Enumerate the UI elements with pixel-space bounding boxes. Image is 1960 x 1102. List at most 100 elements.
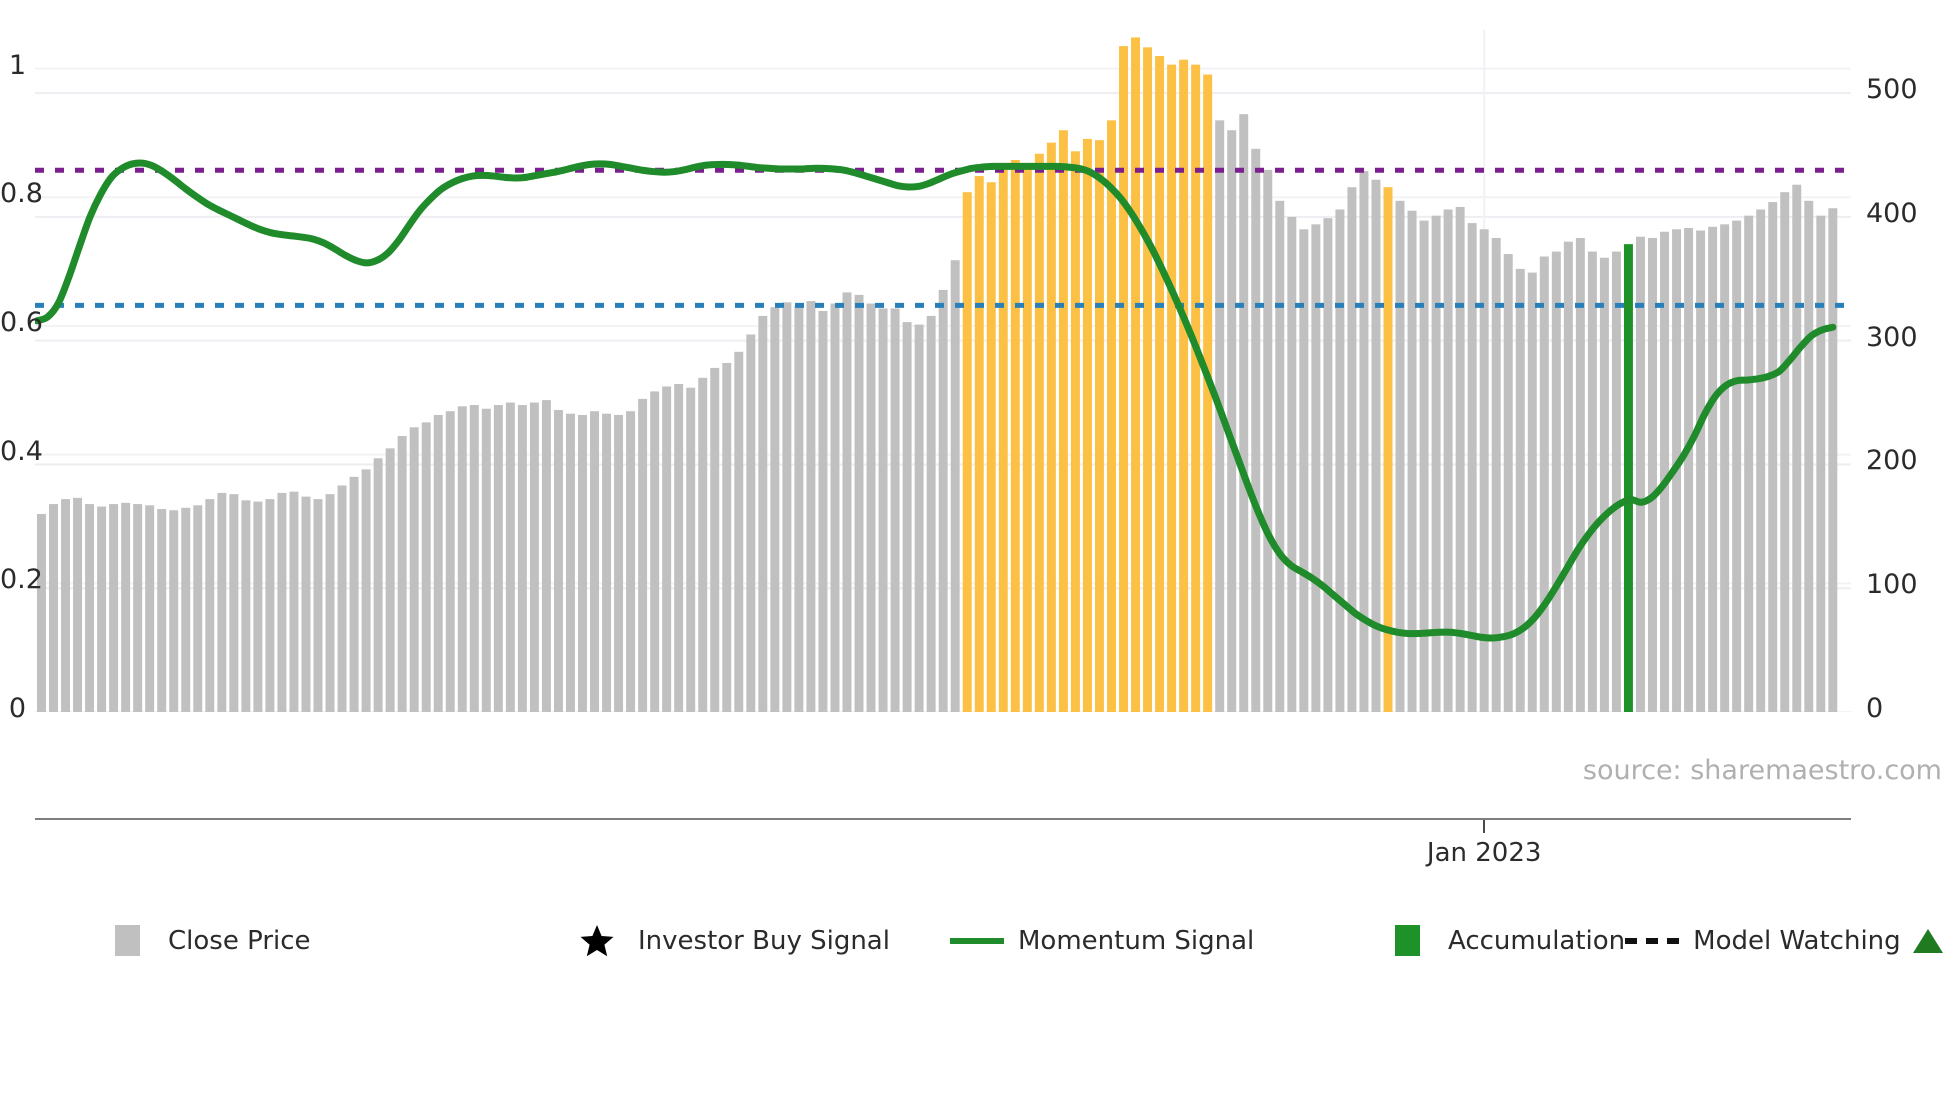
close-price-bar <box>1371 179 1381 712</box>
source-attribution: source: sharemaestro.com <box>1582 755 1942 786</box>
star-glyph <box>580 924 614 956</box>
close-price-bar <box>1780 192 1790 712</box>
close-price-bar <box>109 504 119 712</box>
close-price-bar <box>1311 224 1321 712</box>
close-price-bar <box>938 289 948 712</box>
close-price-bar <box>614 414 624 712</box>
close-price-bar <box>1660 231 1669 712</box>
dtl-breached-bar <box>998 167 1008 712</box>
close-price-bar <box>61 499 71 712</box>
close-price-bar <box>734 351 744 712</box>
close-price-bar <box>565 413 575 712</box>
close-price-bar <box>1239 114 1249 712</box>
dtl-breached-bar <box>1034 153 1044 712</box>
close-price-bar <box>193 505 203 712</box>
dtl-breached-bar <box>1179 59 1189 712</box>
close-price-bar <box>710 367 720 712</box>
close-price-bar <box>553 409 563 712</box>
close-price-bar <box>1263 169 1273 712</box>
close-price-bar <box>818 310 828 712</box>
close-price-bar <box>746 334 756 712</box>
y-axis-right-tick: 0 <box>1866 693 1884 724</box>
y-axis-right-tick: 500 <box>1866 74 1918 106</box>
close-price-bar <box>1299 229 1309 712</box>
close-price-bar <box>638 398 648 712</box>
dtl-breached-bar <box>1082 138 1092 712</box>
close-price-bar <box>493 405 503 712</box>
close-price-bar <box>578 414 587 712</box>
chart-legend: Close Price Investor Buy Signal Momentum S… <box>100 924 1943 958</box>
accumulation-bar <box>1623 244 1633 712</box>
square-swatch <box>114 925 140 956</box>
close-price-bar <box>830 303 840 712</box>
legend-item-close-price[interactable]: Close Price <box>100 925 570 956</box>
close-price-bar <box>650 391 660 712</box>
close-price-bar <box>1599 257 1609 712</box>
legend-item-accumulation-marker[interactable]: Accumulation <box>1901 925 1960 956</box>
close-price-bar <box>1708 226 1718 712</box>
close-price-bar <box>1804 200 1814 712</box>
close-price-bar <box>1696 230 1706 712</box>
close-price-bar <box>157 509 167 712</box>
close-price-bar <box>541 400 551 712</box>
y-axis-left-tick: 0.2 <box>0 564 43 596</box>
line-swatch <box>950 937 1004 944</box>
close-price-bar <box>49 504 58 712</box>
legend-item-model-watching[interactable]: Model Watching <box>1625 925 1901 956</box>
legend-label: Investor Buy Signal <box>638 925 890 956</box>
y-axis-right-tick: 100 <box>1866 569 1918 601</box>
square-swatch <box>1394 925 1420 956</box>
close-price-bar <box>37 513 46 712</box>
close-price-bar <box>1515 268 1525 712</box>
close-price-bar <box>97 506 107 712</box>
close-price-bar <box>1611 251 1621 712</box>
close-price-bar <box>253 501 263 712</box>
close-price-bar <box>1491 237 1501 712</box>
close-price-bar <box>1323 218 1333 712</box>
close-price-bar <box>85 504 95 712</box>
dtl-breached-bar <box>1383 187 1393 712</box>
close-price-bar <box>205 499 215 712</box>
close-price-bar <box>674 384 684 712</box>
dashed-swatch <box>1625 937 1680 944</box>
legend-label: Accumulation <box>1448 925 1626 956</box>
close-price-bar <box>397 435 407 712</box>
close-price-bar <box>1455 207 1465 712</box>
legend-label: Momentum Signal <box>1018 925 1255 956</box>
close-price-bar <box>1275 200 1285 712</box>
close-price-bar <box>1443 209 1453 712</box>
close-price-bar <box>1431 215 1441 712</box>
y-axis-left-tick: 0.4 <box>0 435 43 467</box>
legend-item-accumulation-bar[interactable]: Accumulation <box>1380 925 1625 956</box>
dtl-breached-bar <box>1046 142 1056 712</box>
close-price-bar <box>409 427 419 712</box>
star-icon <box>570 924 624 958</box>
close-price-bar <box>1816 215 1826 712</box>
legend-item-investor-buy-signal[interactable]: Investor Buy Signal <box>570 924 950 958</box>
square-icon <box>1380 925 1434 956</box>
dtl-breached-bar <box>1167 64 1177 712</box>
close-price-bar <box>590 411 599 712</box>
close-price-bar <box>469 405 479 712</box>
dtl-breached-bar <box>1010 159 1020 712</box>
dtl-breached-bar <box>1203 74 1213 712</box>
close-price-bar <box>361 469 371 712</box>
y-axis-right-tick: 200 <box>1866 445 1918 477</box>
close-price-bar <box>1503 254 1513 712</box>
legend-item-momentum-signal[interactable]: Momentum Signal <box>950 925 1380 956</box>
dtl-breached-bar <box>1022 163 1032 712</box>
close-price-bar <box>1732 220 1742 712</box>
close-price-bar <box>1419 220 1429 712</box>
dtl-breached-bar <box>986 182 996 712</box>
close-price-bar <box>265 499 275 712</box>
close-price-bar <box>1407 210 1417 712</box>
close-price-bar <box>433 414 443 712</box>
close-price-bar <box>145 505 155 712</box>
close-price-bar <box>722 362 732 712</box>
close-price-bar <box>517 405 527 712</box>
close-price-bar <box>1792 184 1802 712</box>
dtl-breached-bar <box>1058 130 1068 712</box>
close-price-bar <box>505 402 515 712</box>
close-price-bar <box>313 499 323 712</box>
close-price-bar <box>1551 251 1561 712</box>
